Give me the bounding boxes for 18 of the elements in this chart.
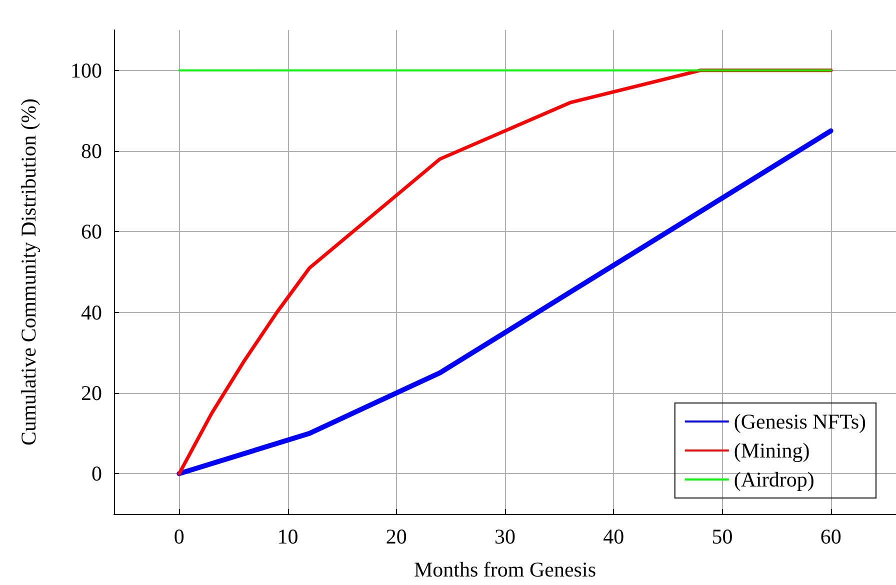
x-tick-label: 50 [712, 524, 733, 548]
x-tick-label: 30 [494, 524, 516, 548]
y-tick-label: 100 [70, 58, 102, 82]
x-tick-label: 20 [386, 524, 407, 548]
legend-label: (Airdrop) [734, 468, 814, 492]
y-axis-title: Cumulative Community Distribution (%) [16, 98, 40, 446]
x-tick-label: 0 [174, 524, 184, 548]
x-tick-label: 40 [603, 524, 624, 548]
y-tick-label: 40 [81, 300, 102, 324]
x-axis-title: Months from Genesis [414, 558, 596, 582]
y-tick-label: 0 [92, 462, 102, 486]
legend-label: (Mining) [734, 438, 810, 462]
x-tick-label: 60 [820, 524, 842, 548]
x-tick-label: 10 [277, 524, 298, 548]
y-tick-label: 60 [81, 220, 102, 244]
y-tick-label: 80 [81, 139, 102, 163]
y-tick-label: 20 [81, 381, 102, 405]
legend-label: (Genesis NFTs) [734, 410, 866, 434]
